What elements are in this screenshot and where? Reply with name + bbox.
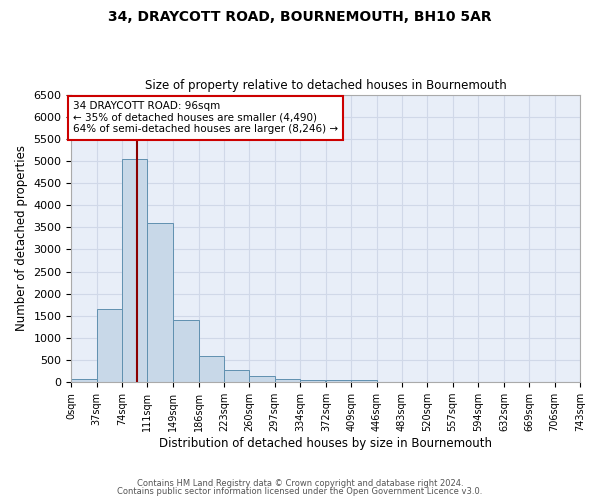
Bar <box>199 356 224 382</box>
Bar <box>122 158 148 382</box>
Bar <box>250 376 275 382</box>
Text: 34 DRAYCOTT ROAD: 96sqm
← 35% of detached houses are smaller (4,490)
64% of semi: 34 DRAYCOTT ROAD: 96sqm ← 35% of detache… <box>73 101 338 134</box>
Bar <box>224 370 250 382</box>
Text: Contains HM Land Registry data © Crown copyright and database right 2024.: Contains HM Land Registry data © Crown c… <box>137 478 463 488</box>
Bar <box>300 380 325 382</box>
Bar <box>173 320 199 382</box>
Text: Contains public sector information licensed under the Open Government Licence v3: Contains public sector information licen… <box>118 487 482 496</box>
Text: 34, DRAYCOTT ROAD, BOURNEMOUTH, BH10 5AR: 34, DRAYCOTT ROAD, BOURNEMOUTH, BH10 5AR <box>108 10 492 24</box>
X-axis label: Distribution of detached houses by size in Bournemouth: Distribution of detached houses by size … <box>159 437 492 450</box>
Bar <box>352 380 377 382</box>
Bar <box>148 223 173 382</box>
Bar <box>97 309 122 382</box>
Bar <box>326 380 352 382</box>
Y-axis label: Number of detached properties: Number of detached properties <box>15 146 28 332</box>
Bar <box>71 379 97 382</box>
Bar <box>275 379 300 382</box>
Title: Size of property relative to detached houses in Bournemouth: Size of property relative to detached ho… <box>145 79 506 92</box>
